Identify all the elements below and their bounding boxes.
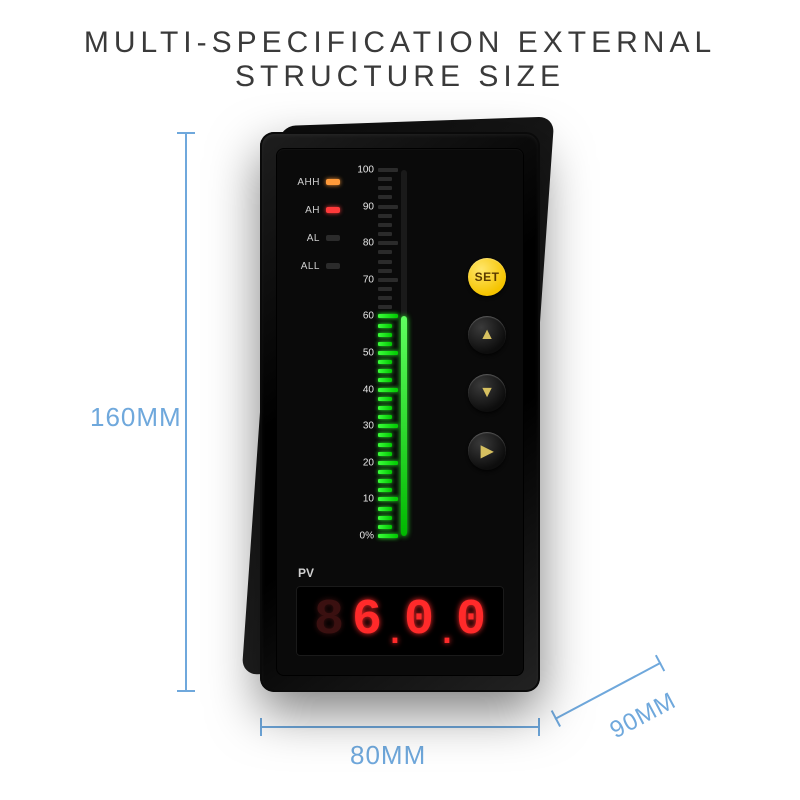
scale-tick bbox=[378, 223, 392, 227]
scale-tick bbox=[378, 378, 392, 382]
title-line1: MULTI-SPECIFICATION EXTERNAL bbox=[20, 26, 780, 60]
scale-tick bbox=[378, 470, 392, 474]
scale-tick bbox=[378, 369, 392, 373]
scale-tick bbox=[378, 397, 392, 401]
scale-tick bbox=[378, 452, 392, 456]
display-decimal: . bbox=[388, 601, 398, 651]
scale-tick bbox=[378, 250, 392, 254]
scale-ticks bbox=[378, 170, 402, 536]
scale-number: 70 bbox=[363, 274, 374, 285]
scale-tick bbox=[378, 433, 392, 437]
scale-tick bbox=[378, 177, 392, 181]
scale-tick bbox=[378, 516, 392, 520]
bar-scale: 1009080706050403020100% bbox=[346, 170, 456, 536]
scale-number: 90 bbox=[363, 201, 374, 212]
scale-tick bbox=[378, 360, 392, 364]
display-digit: 6 bbox=[350, 596, 384, 646]
set-button[interactable]: SET bbox=[468, 258, 506, 296]
scale-tick bbox=[378, 287, 392, 291]
dimension-width-label: 80MM bbox=[350, 740, 426, 771]
up-button[interactable]: ▲ bbox=[468, 316, 506, 354]
scale-tick bbox=[378, 324, 392, 328]
scale-tick bbox=[378, 168, 398, 172]
scale-numbers: 1009080706050403020100% bbox=[346, 170, 374, 536]
scale-tick bbox=[378, 443, 392, 447]
scale-number: 10 bbox=[363, 494, 374, 505]
scale-tick bbox=[378, 232, 392, 236]
device-panel: AHH AH AL ALL 1009080706050403020100% bbox=[276, 148, 524, 676]
device-wrapper: AHH AH AL ALL 1009080706050403020100% bbox=[260, 132, 540, 692]
display-digit: 0 bbox=[454, 596, 488, 646]
alarm-label: ALL bbox=[301, 261, 320, 272]
scale-tick bbox=[378, 296, 392, 300]
scale-tick bbox=[378, 534, 398, 538]
scale-tick bbox=[378, 186, 392, 190]
scale-number: 30 bbox=[363, 421, 374, 432]
dimension-depth-label: 90MM bbox=[606, 687, 682, 745]
down-button[interactable]: ▼ bbox=[468, 374, 506, 412]
scale-tick bbox=[378, 406, 392, 410]
status-led bbox=[326, 235, 340, 241]
scale-tick bbox=[378, 351, 398, 355]
alarm-all: ALL bbox=[292, 256, 340, 276]
bar-fill bbox=[401, 316, 407, 536]
lcd-display: 86.0.0 bbox=[296, 586, 504, 656]
right-button[interactable]: ▶ bbox=[468, 432, 506, 470]
scale-tick bbox=[378, 241, 398, 245]
dimension-height-label: 160MM bbox=[90, 402, 182, 433]
scale-tick bbox=[378, 479, 392, 483]
scale-tick bbox=[378, 415, 392, 419]
scale-number: 40 bbox=[363, 384, 374, 395]
status-led bbox=[326, 263, 340, 269]
bar-track bbox=[401, 170, 407, 536]
scale-tick bbox=[378, 488, 392, 492]
scale-number: 20 bbox=[363, 457, 374, 468]
scale-tick bbox=[378, 333, 392, 337]
alarm-label: AL bbox=[307, 233, 320, 244]
scale-number: 60 bbox=[363, 311, 374, 322]
scale-tick bbox=[378, 314, 398, 318]
alarm-al: AL bbox=[292, 228, 340, 248]
display-ghost-digit: 8 bbox=[312, 596, 346, 646]
scale-number: 0% bbox=[360, 531, 374, 542]
pv-label: PV bbox=[298, 566, 314, 580]
display-digit: 0 bbox=[402, 596, 436, 646]
dimension-width-bar bbox=[260, 726, 540, 728]
scale-tick bbox=[378, 305, 392, 309]
scale-tick bbox=[378, 260, 392, 264]
alarm-label: AHH bbox=[297, 177, 320, 188]
display-decimal: . bbox=[440, 601, 450, 651]
alarm-column: AHH AH AL ALL bbox=[292, 172, 340, 284]
dimension-height-bar bbox=[185, 132, 187, 692]
scale-tick bbox=[378, 424, 398, 428]
scale-number: 80 bbox=[363, 238, 374, 249]
scale-tick bbox=[378, 205, 398, 209]
scale-tick bbox=[378, 278, 398, 282]
scale-number: 100 bbox=[357, 165, 374, 176]
title-line2: STRUCTURE SIZE bbox=[20, 60, 780, 94]
scale-tick bbox=[378, 497, 398, 501]
status-led bbox=[326, 207, 340, 213]
status-led bbox=[326, 179, 340, 185]
page-title: MULTI-SPECIFICATION EXTERNAL STRUCTURE S… bbox=[20, 26, 780, 94]
device-front: AHH AH AL ALL 1009080706050403020100% bbox=[260, 132, 540, 692]
alarm-ah: AH bbox=[292, 200, 340, 220]
scale-tick bbox=[378, 195, 392, 199]
scale-tick bbox=[378, 342, 392, 346]
scale-tick bbox=[378, 388, 398, 392]
scale-tick bbox=[378, 269, 392, 273]
scale-number: 50 bbox=[363, 348, 374, 359]
scale-tick bbox=[378, 214, 392, 218]
scale-tick bbox=[378, 461, 398, 465]
scale-tick bbox=[378, 525, 392, 529]
button-column: SET ▲ ▼ ▶ bbox=[468, 258, 506, 470]
scale-tick bbox=[378, 507, 392, 511]
alarm-label: AH bbox=[305, 205, 320, 216]
alarm-ahh: AHH bbox=[292, 172, 340, 192]
